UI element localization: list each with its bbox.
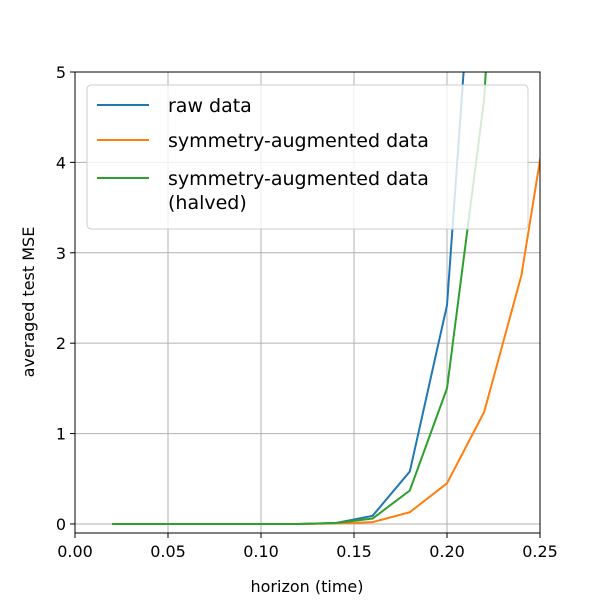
legend-label-line: symmetry-augmented data <box>168 168 429 190</box>
legend-label: symmetry-augmented data <box>168 130 429 152</box>
x-tick-label: 0.20 <box>429 542 465 561</box>
y-tick-label: 0 <box>56 515 66 534</box>
legend-box <box>86 84 529 230</box>
y-tick-label: 1 <box>56 425 66 444</box>
x-axis-label: horizon (time) <box>251 577 364 596</box>
legend-label-line: symmetry-augmented data <box>168 130 429 152</box>
x-tick-label: 0.05 <box>150 542 186 561</box>
x-tick-label: 0.10 <box>243 542 279 561</box>
plot-area <box>112 72 540 525</box>
y-axis-label: averaged test MSE <box>19 227 38 378</box>
y-tick-label: 2 <box>56 334 66 353</box>
x-tick-label: 0.00 <box>57 542 93 561</box>
legend-label: raw data <box>168 95 252 117</box>
legend-label: symmetry-augmented data (halved) <box>168 168 429 214</box>
x-tick-label: 0.15 <box>336 542 372 561</box>
axes-frame <box>74 71 541 534</box>
y-tick-label: 3 <box>56 244 66 263</box>
legend-label-line: raw data <box>168 95 252 117</box>
y-tick-label: 4 <box>56 153 66 172</box>
y-tick-label: 5 <box>56 63 66 82</box>
series-line <box>112 72 487 525</box>
legend-label-line: (halved) <box>168 192 247 214</box>
x-tick-label: 0.25 <box>522 542 558 561</box>
